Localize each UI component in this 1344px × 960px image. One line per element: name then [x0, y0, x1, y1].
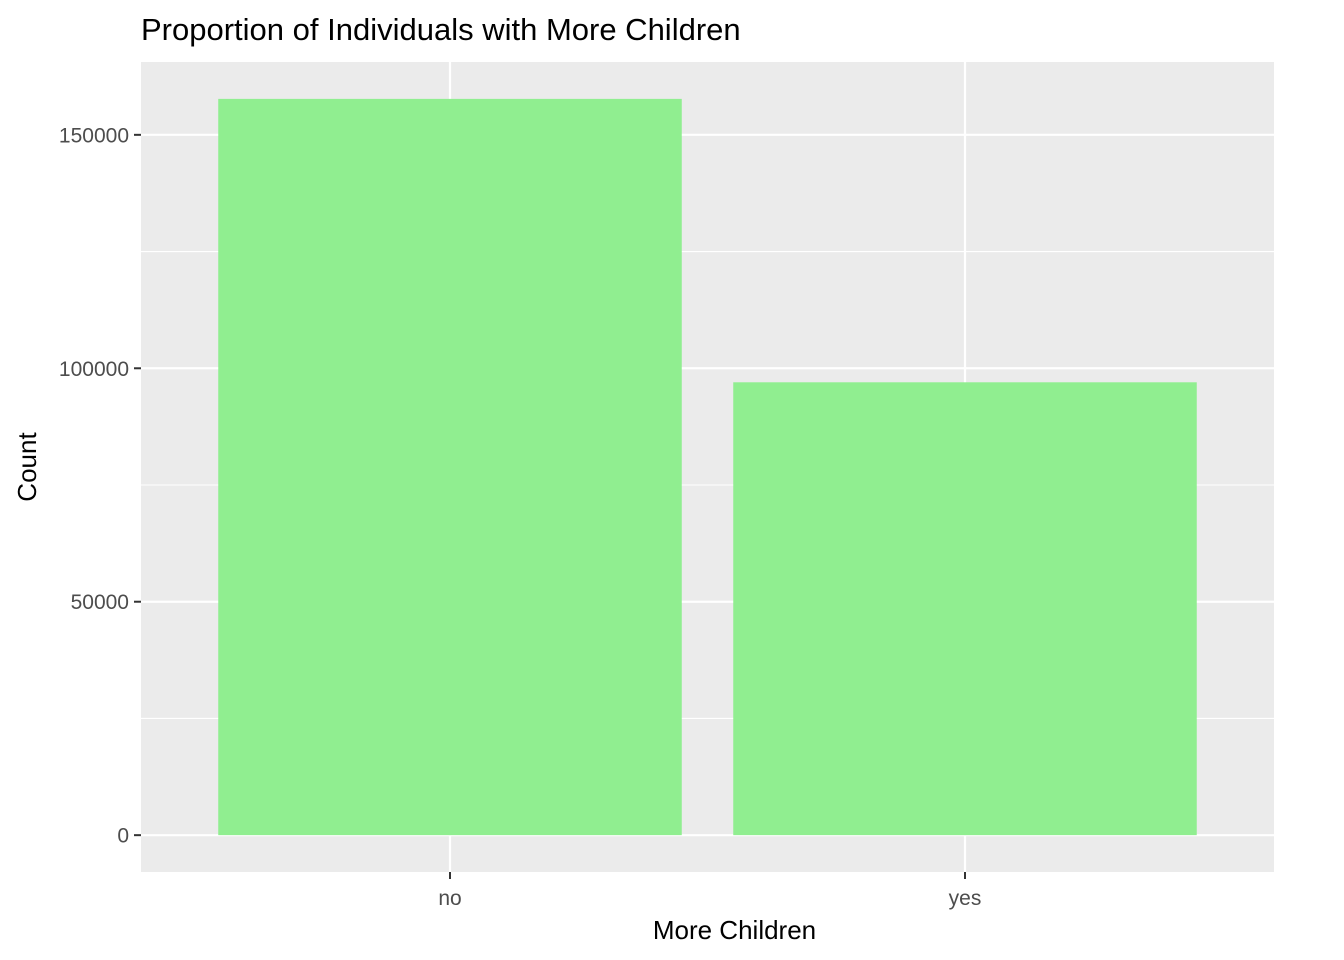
y-axis-title: Count — [12, 432, 42, 502]
x-axis: no yes — [438, 872, 981, 910]
chart-title: Proportion of Individuals with More Chil… — [141, 12, 741, 47]
y-axis: 0 50000 100000 150000 — [59, 124, 141, 848]
bars — [218, 98, 1197, 836]
x-tick-label: yes — [949, 887, 982, 910]
bar-yes — [733, 382, 1197, 836]
x-axis-title: More Children — [653, 915, 816, 945]
y-tick-label: 100000 — [59, 358, 129, 381]
y-tick-label: 50000 — [71, 591, 129, 614]
bar-no — [218, 98, 682, 836]
y-tick-label: 150000 — [59, 124, 129, 147]
x-tick-label: no — [438, 887, 461, 910]
y-tick-label: 0 — [117, 825, 129, 848]
